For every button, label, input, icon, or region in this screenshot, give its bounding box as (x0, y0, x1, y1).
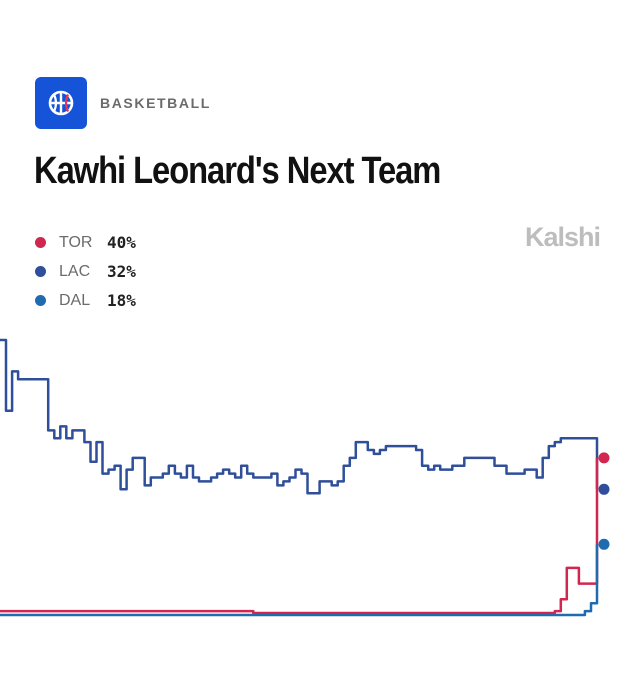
basketball-icon (48, 90, 74, 116)
legend-dot (35, 266, 46, 277)
legend-value: 40% (107, 233, 136, 252)
series-line-tor (0, 457, 599, 615)
legend-dot (35, 237, 46, 248)
series-endpoint-lac (598, 483, 610, 495)
chart-legend: TOR 40% LAC 32% DAL 18% (35, 228, 136, 315)
legend-value: 18% (107, 291, 136, 310)
legend-item-lac: LAC 32% (35, 257, 136, 286)
brand-logo: Kalshi (525, 222, 601, 252)
series-line-lac (0, 338, 599, 495)
series-endpoint-tor (598, 452, 610, 464)
legend-item-tor: TOR 40% (35, 228, 136, 257)
legend-value: 32% (107, 262, 136, 281)
category-badge (35, 77, 87, 129)
legend-name: DAL (59, 291, 91, 309)
legend-name: LAC (59, 262, 91, 280)
series-line-dal (0, 544, 599, 617)
category-label: BASKETBALL (100, 95, 211, 111)
series-endpoint-dal (598, 538, 610, 550)
legend-item-dal: DAL 18% (35, 286, 136, 315)
legend-name: TOR (59, 233, 93, 251)
page-title: Kawhi Leonard's Next Team (34, 150, 441, 192)
legend-dot (35, 295, 46, 306)
